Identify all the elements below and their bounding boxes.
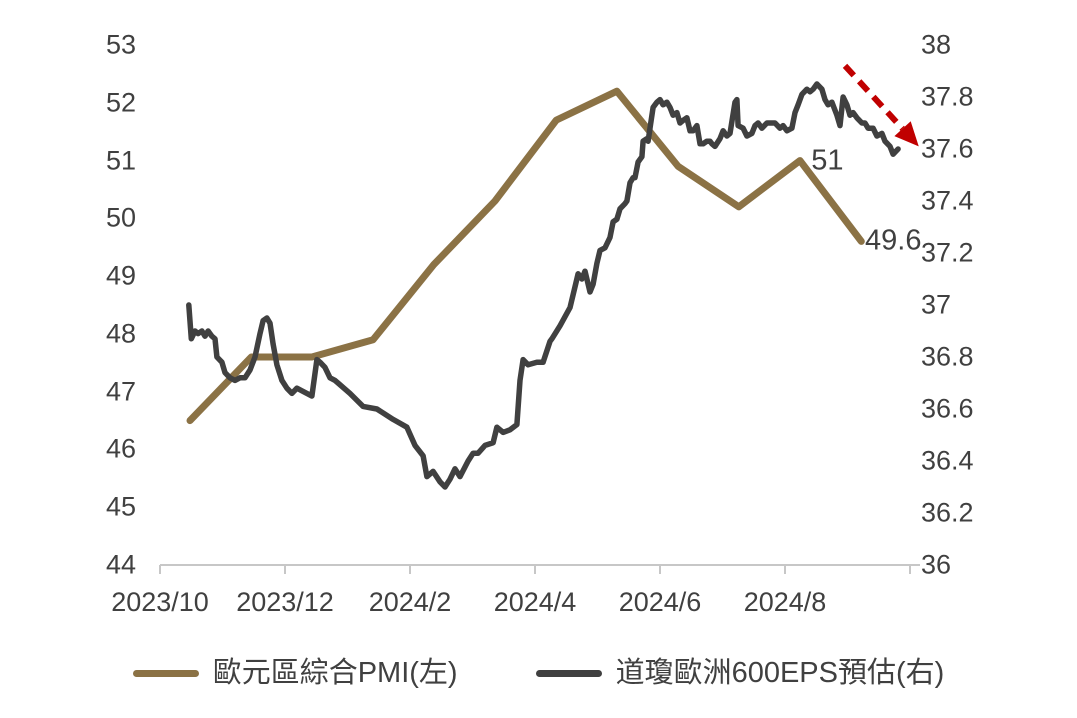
eps-legend-label: 道瓊歐洲600EPS預估(右) [615, 657, 945, 689]
y-right-tick-label: 36 [921, 549, 952, 580]
y-left-tick-label: 50 [105, 202, 136, 233]
x-axis-tick-label: 2024/6 [618, 587, 702, 617]
y-left-tick-label: 48 [105, 318, 136, 349]
y-left-tick-label: 45 [105, 491, 136, 522]
eps-line [186, 81, 901, 490]
y-right-tick-label: 37.4 [921, 185, 974, 216]
data-label-51: 51 [811, 144, 844, 177]
plot-svg [159, 63, 920, 574]
y-right-tick-label: 36.4 [921, 445, 974, 476]
trend-arrow-head [894, 121, 919, 147]
legend-item-eps: 道瓊歐洲600EPS預估(右) [535, 656, 945, 691]
y-right-tick-label: 37 [921, 289, 952, 320]
y-right-tick-label: 38 [921, 29, 952, 60]
pmi-line [186, 87, 865, 425]
legend: 歐元區綜合PMI(左) 道瓊歐洲600EPS預估(右) [0, 656, 1077, 691]
x-axis-tick-label: 2023/10 [111, 587, 209, 617]
y-right-tick-label: 37.8 [921, 81, 974, 112]
y-right-tick-label: 36.6 [921, 393, 974, 424]
y-left-tick-label: 51 [105, 145, 136, 176]
x-axis-tick-label: 2024/2 [368, 587, 452, 617]
y-left-tick-label: 47 [105, 376, 136, 407]
y-left-tick-label: 52 [105, 87, 136, 118]
y-right-tick-label: 37.6 [921, 133, 974, 164]
pmi-legend-label: 歐元區綜合PMI(左) [212, 657, 458, 689]
y-left-tick-label: 46 [105, 433, 136, 464]
data-label-49.6: 49.6 [865, 224, 922, 257]
y-left-tick-label: 49 [105, 260, 136, 291]
y-right-tick-label: 37.2 [921, 237, 974, 268]
legend-item-pmi: 歐元區綜合PMI(左) [132, 656, 458, 691]
trend-arrow-shaft [842, 63, 905, 131]
x-axis-tick-label: 2024/8 [743, 587, 827, 617]
pmi-line-swatch [132, 669, 199, 677]
y-right-tick-label: 36.2 [921, 497, 974, 528]
eps-line-swatch [535, 669, 602, 677]
y-right-tick-label: 36.8 [921, 341, 974, 372]
x-axis-tick-label: 2024/4 [493, 587, 577, 617]
y-left-tick-label: 53 [105, 29, 136, 60]
x-axis-tick-label: 2023/12 [236, 587, 334, 617]
y-left-tick-label: 44 [105, 549, 136, 580]
